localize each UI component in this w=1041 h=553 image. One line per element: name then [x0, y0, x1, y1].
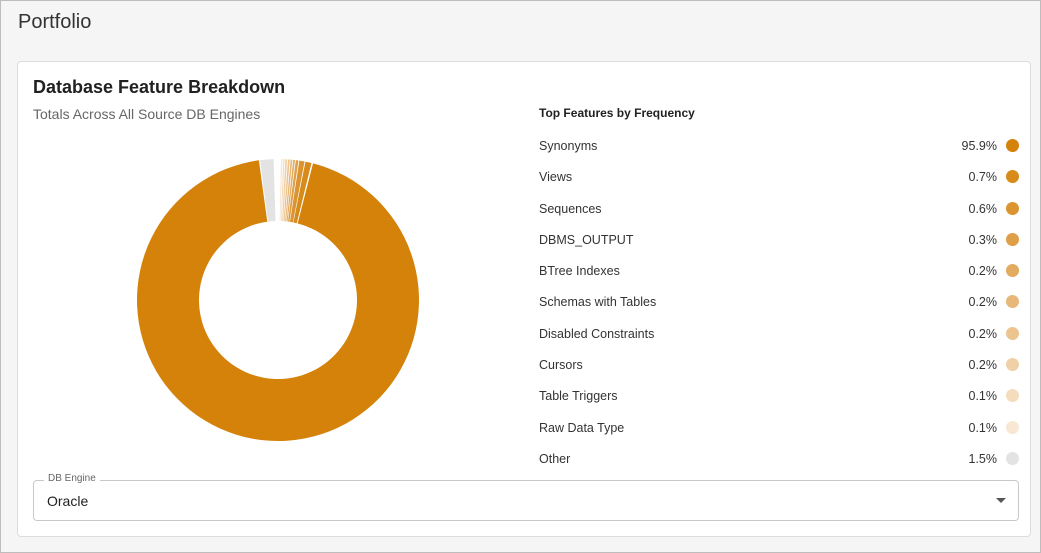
donut-chart[interactable]	[136, 158, 420, 442]
legend-item[interactable]: Table Triggers 0.1%	[539, 382, 1019, 413]
legend-value: 0.2%	[968, 295, 998, 310]
legend-value: 0.1%	[968, 420, 998, 435]
legend-swatch	[1006, 139, 1019, 152]
legend-item[interactable]: Synonyms 95.9%	[539, 132, 1019, 163]
legend-swatch	[1006, 389, 1019, 403]
legend-swatch	[1006, 451, 1019, 465]
donut-slice[interactable]	[288, 160, 299, 222]
legend-value: 0.2%	[968, 358, 998, 373]
legend-swatch	[1006, 170, 1019, 184]
chevron-down-icon[interactable]	[996, 498, 1006, 503]
legend-swatch	[1006, 358, 1019, 372]
legend-value: 0.1%	[968, 389, 998, 404]
legend-label: Table Triggers	[539, 389, 618, 404]
legend-value: 0.3%	[968, 232, 998, 247]
legend-swatch	[1006, 295, 1019, 309]
donut-slice[interactable]	[285, 159, 293, 222]
feature-breakdown-card: Database Feature Breakdown Totals Across…	[17, 61, 1031, 537]
legend-label: Disabled Constraints	[539, 326, 655, 341]
legend-item[interactable]: Cursors 0.2%	[539, 351, 1019, 382]
card-title: Database Feature Breakdown	[33, 77, 286, 97]
legend-value: 0.2%	[968, 326, 998, 341]
legend-item[interactable]: Sequences 0.6%	[539, 195, 1019, 226]
legend-value: 95.9%	[961, 139, 997, 153]
legend-swatch	[1006, 201, 1019, 215]
chart-legend: Synonyms 95.9% Views 0.7% Sequences 0.6% DBMS_…	[539, 132, 1019, 476]
legend-label: Sequences	[539, 201, 602, 216]
donut-slice[interactable]	[279, 159, 283, 222]
legend-label: BTree Indexes	[539, 264, 620, 279]
donut-slice[interactable]	[283, 159, 290, 222]
db-engine-select[interactable]: DB Engine Oracle	[33, 473, 1019, 521]
donut-slice[interactable]	[293, 161, 312, 224]
legend-item[interactable]: BTree Indexes 0.2%	[539, 257, 1019, 288]
donut-slice[interactable]	[286, 159, 296, 222]
legend-item[interactable]: Other 1.5%	[539, 445, 1019, 476]
legend-title: Top Features by Frequency	[539, 106, 695, 120]
legend-label: Other	[539, 451, 571, 466]
legend-label: DBMS_OUTPUT	[539, 232, 634, 247]
legend-label: Cursors	[539, 358, 583, 373]
donut-slice[interactable]	[137, 160, 420, 441]
donut-slice[interactable]	[289, 160, 305, 223]
legend-item[interactable]: DBMS_OUTPUT 0.3%	[539, 226, 1019, 257]
legend-value: 0.2%	[968, 264, 998, 279]
legend-swatch	[1006, 420, 1019, 434]
page-title: Portfolio	[18, 11, 92, 33]
card-subtitle: Totals Across All Source DB Engines	[33, 106, 261, 122]
legend-label: Views	[539, 170, 573, 185]
donut-slice[interactable]	[282, 159, 288, 222]
legend-swatch	[1006, 326, 1019, 340]
db-engine-value: Oracle	[47, 493, 89, 509]
donut-slice[interactable]	[260, 159, 276, 222]
legend-label: Schemas with Tables	[539, 295, 657, 310]
legend-label: Raw Data Type	[539, 420, 625, 435]
legend-item[interactable]: Schemas with Tables 0.2%	[539, 288, 1019, 319]
legend-swatch	[1006, 264, 1019, 278]
legend-value: 0.6%	[968, 201, 998, 216]
legend-value: 0.7%	[968, 170, 998, 185]
legend-label: Synonyms	[539, 139, 598, 153]
legend-item[interactable]: Views 0.7%	[539, 163, 1019, 194]
db-engine-label: DB Engine	[44, 473, 100, 484]
legend-swatch	[1006, 232, 1019, 246]
donut-slice[interactable]	[280, 159, 285, 222]
legend-item[interactable]: Disabled Constraints 0.2%	[539, 320, 1019, 351]
legend-value: 1.5%	[968, 451, 998, 466]
legend-item[interactable]: Raw Data Type 0.1%	[539, 414, 1019, 445]
